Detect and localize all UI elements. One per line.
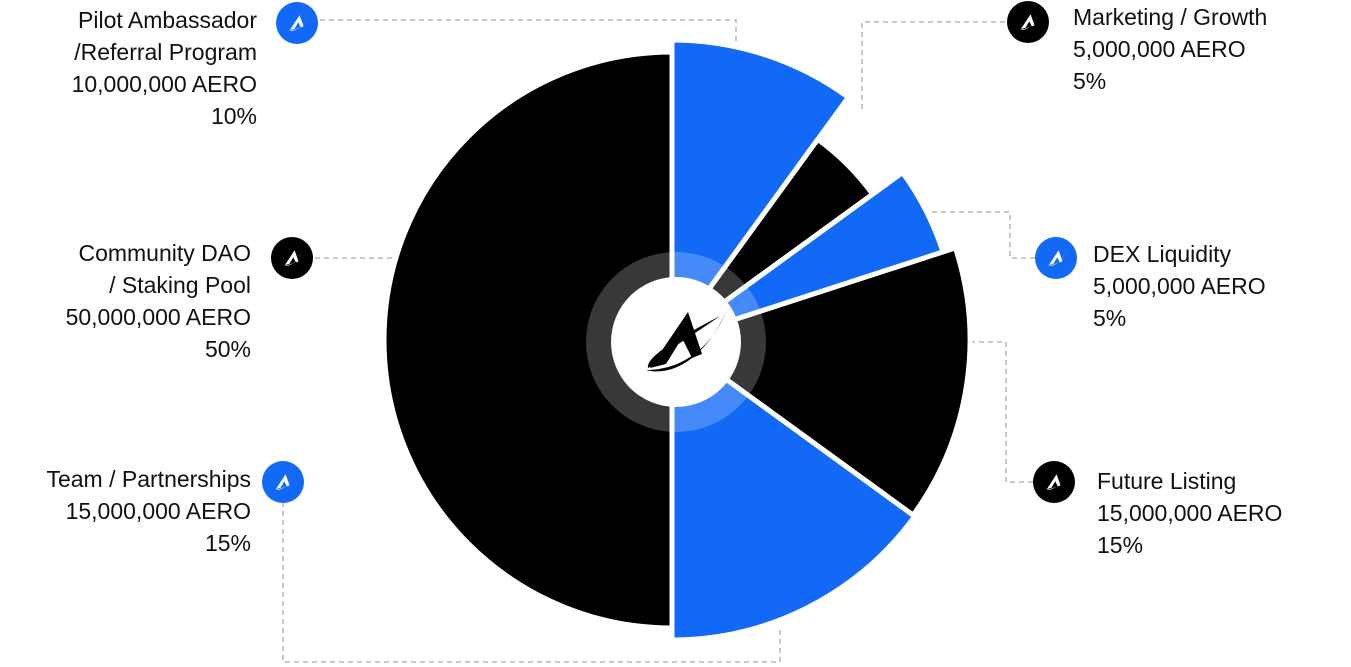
pie-slice — [669, 37, 851, 343]
slice-amount: 15,000,000 AERO — [1097, 500, 1283, 526]
slice-amount: 5,000,000 AERO — [1073, 36, 1246, 62]
connector-team — [282, 502, 781, 663]
slice-name-line: DEX Liquidity — [1093, 241, 1232, 267]
slice-amount: 5,000,000 AERO — [1093, 273, 1266, 299]
pie-slices — [381, 37, 973, 643]
slice-percent: 15% — [1097, 532, 1144, 558]
aero-badge-icon — [271, 237, 313, 279]
aero-badge-icon — [1033, 461, 1075, 503]
slice-name-line: Future Listing — [1097, 468, 1237, 494]
slice-percent: 50% — [204, 336, 251, 362]
aero-badge-icon — [262, 461, 304, 503]
slice-label-marketing: Marketing / Growth 5,000,000 AERO 5% — [1073, 1, 1267, 97]
slice-label-pilot: Pilot Ambassador /Referral Program 10,00… — [72, 4, 257, 132]
aero-badge-icon — [276, 2, 318, 44]
pie-slice — [669, 245, 973, 518]
slice-name-line: Team / Partnerships — [46, 466, 251, 492]
slice-label-team: Team / Partnerships 15,000,000 AERO 15% — [46, 463, 251, 559]
connector-future — [968, 341, 1033, 483]
aero-badge-icon — [1007, 1, 1049, 43]
connector-dex — [918, 211, 1035, 259]
slice-amount: 50,000,000 AERO — [65, 304, 251, 330]
slice-name-line: Marketing / Growth — [1073, 4, 1268, 30]
slice-label-dex: DEX Liquidity 5,000,000 AERO 5% — [1093, 238, 1266, 334]
aero-badge-icon — [1035, 237, 1077, 279]
slice-amount: 15,000,000 AERO — [65, 498, 251, 524]
slice-percent: 10% — [210, 103, 257, 129]
connector-lines — [282, 19, 1035, 663]
pie-slice — [669, 337, 918, 643]
slice-name-line: Pilot Ambassador — [78, 7, 257, 33]
slice-percent: 5% — [1073, 68, 1107, 94]
slice-label-community: Community DAO / Staking Pool 50,000,000 … — [66, 237, 251, 365]
slice-label-future: Future Listing 15,000,000 AERO 15% — [1097, 465, 1282, 561]
slice-name-line: Community DAO — [78, 240, 251, 266]
slice-percent: 15% — [204, 530, 251, 556]
slice-amount: 10,000,000 AERO — [71, 71, 257, 97]
slice-name-line: /Referral Program — [74, 39, 257, 65]
pie-slice — [381, 49, 675, 631]
aero-logo-icon — [646, 312, 726, 372]
slice-percent: 5% — [1093, 305, 1127, 331]
slice-name-line: / Staking Pool — [109, 272, 251, 298]
connector-pilot — [320, 19, 737, 42]
connector-marketing — [861, 21, 1005, 112]
